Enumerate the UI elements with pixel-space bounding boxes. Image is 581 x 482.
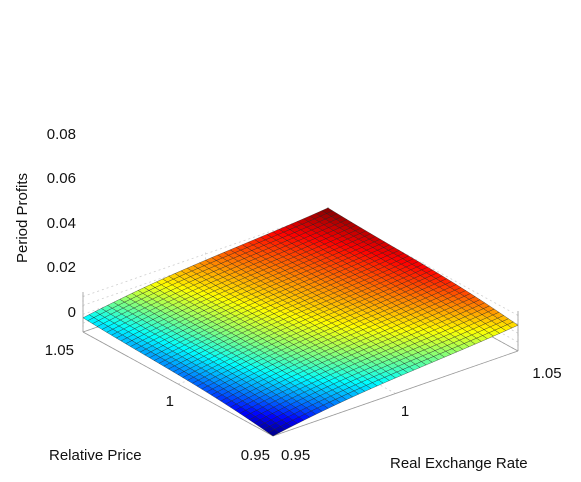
z-tick-0: 0 [68, 304, 76, 321]
x-axis-label: Real Exchange Rate [390, 455, 528, 472]
y-tick-0: 0.95 [241, 447, 270, 464]
axis-x [272, 350, 519, 437]
axis-labels: Period Profits Relative Price Real Excha… [14, 173, 528, 472]
surface-cell-0-0 [267, 429, 280, 437]
z-tick-4: 0.08 [47, 126, 76, 143]
z-axis-label: Period Profits [14, 173, 31, 263]
x-tick-0: 0.95 [281, 447, 310, 464]
z-tick-2: 0.04 [47, 215, 76, 232]
tick-labels: 0 0.02 0.04 0.06 0.08 1.05 1 0.95 0.95 1… [45, 126, 562, 464]
y-tick-2: 1.05 [45, 342, 74, 359]
axis-y [82, 331, 274, 437]
z-tick-3: 0.06 [47, 170, 76, 187]
x-tick-2: 1.05 [532, 365, 561, 382]
surface [82, 207, 519, 437]
x-tick-1: 1 [401, 403, 409, 420]
y-tick-1: 1 [166, 393, 174, 410]
z-tick-1: 0.02 [47, 259, 76, 276]
y-axis-label: Relative Price [49, 447, 142, 464]
